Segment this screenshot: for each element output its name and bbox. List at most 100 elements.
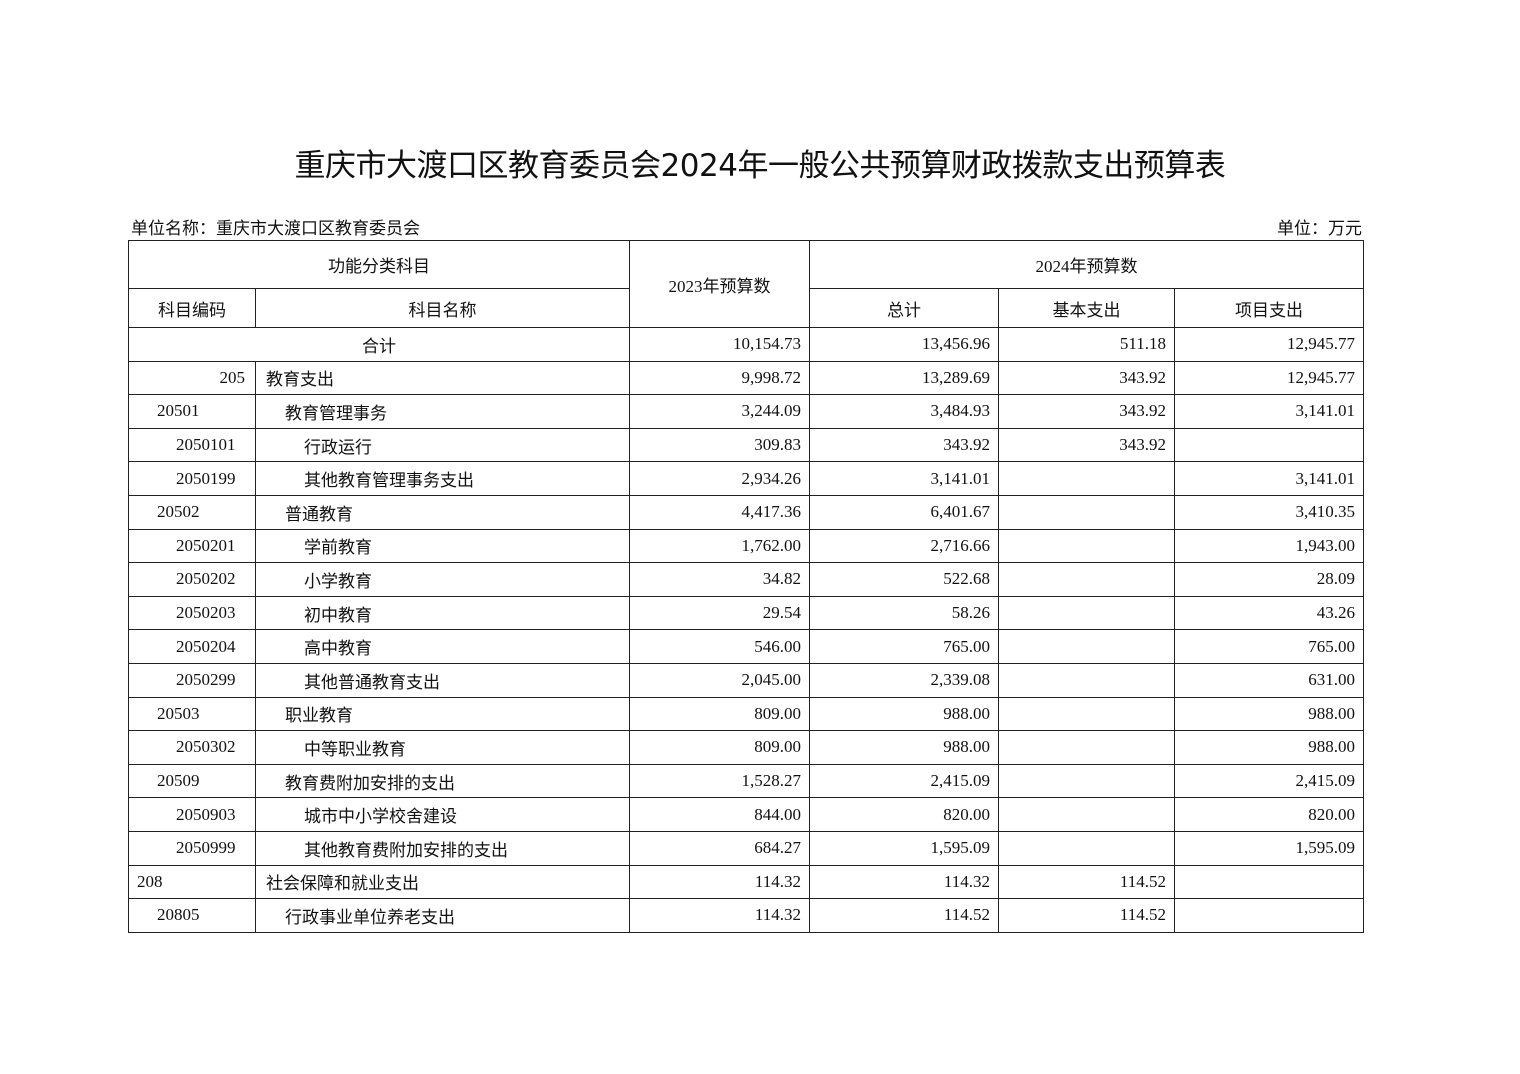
cell-2023: 9,998.72 <box>629 360 810 396</box>
cell-basic: 114.52 <box>998 864 1175 900</box>
cell-code: 205 <box>128 360 256 396</box>
cell-total: 3,141.01 <box>809 461 999 496</box>
cell-project <box>1174 864 1364 900</box>
cell-code: 2050201 <box>128 528 256 564</box>
cell-2023: 4,417.36 <box>629 494 810 530</box>
cell-project: 12,945.77 <box>1174 360 1364 396</box>
cell-2023: 1,528.27 <box>629 763 810 799</box>
total-total: 13,456.96 <box>809 327 999 362</box>
cell-code: 2050999 <box>128 830 256 866</box>
cell-project: 3,410.35 <box>1174 494 1364 530</box>
cell-project: 631.00 <box>1174 662 1364 698</box>
cell-2023: 29.54 <box>629 595 810 631</box>
table-row: 208 社会保障和就业支出 114.32 114.32 114.52 <box>128 864 1364 900</box>
cell-basic: 343.92 <box>998 427 1175 463</box>
cell-code: 2050302 <box>128 730 256 765</box>
cell-name: 城市中小学校舍建设 <box>255 797 630 832</box>
cell-name: 教育管理事务 <box>255 394 630 429</box>
cell-name: 高中教育 <box>255 629 630 664</box>
table-row: 2050201 学前教育 1,762.00 2,716.66 1,943.00 <box>128 528 1364 564</box>
cell-name: 其他普通教育支出 <box>255 662 630 698</box>
cell-code: 2050101 <box>128 427 256 463</box>
cell-basic <box>998 797 1175 832</box>
cell-project: 820.00 <box>1174 797 1364 832</box>
unit-name: 单位名称：重庆市大渡口区教育委员会 <box>131 219 420 238</box>
subheader-row: 科目编码 科目名称 总计 基本支出 项目支出 <box>128 288 1364 328</box>
cell-2023: 2,045.00 <box>629 662 810 698</box>
cell-name: 小学教育 <box>255 562 630 597</box>
cell-basic: 343.92 <box>998 394 1175 429</box>
cell-2023: 809.00 <box>629 696 810 732</box>
cell-2023: 2,934.26 <box>629 461 810 496</box>
cell-2023: 114.32 <box>629 898 810 933</box>
cell-total: 114.52 <box>809 898 999 933</box>
table-row: 2050302 中等职业教育 809.00 988.00 988.00 <box>128 730 1364 765</box>
cell-name: 其他教育费附加安排的支出 <box>255 830 630 866</box>
cell-code: 2050202 <box>128 562 256 597</box>
table-row: 205 教育支出 9,998.72 13,289.69 343.92 12,945.77 <box>128 360 1364 396</box>
cell-total: 820.00 <box>809 797 999 832</box>
cell-project: 988.00 <box>1174 730 1364 765</box>
table-row: 2050199 其他教育管理事务支出 2,934.26 3,141.01 3,141.0… <box>128 461 1364 496</box>
cell-name: 职业教育 <box>255 696 630 732</box>
cell-name: 行政运行 <box>255 427 630 463</box>
cell-code: 2050204 <box>128 629 256 664</box>
cell-2023: 309.83 <box>629 427 810 463</box>
cell-code: 2050903 <box>128 797 256 832</box>
header-total: 总计 <box>809 288 999 328</box>
cell-code: 2050299 <box>128 662 256 698</box>
budget-table: 功能分类科目 2023年预算数 2024年预算数 科目编码 科目名称 总计 基本… <box>128 240 1364 933</box>
cell-total: 2,339.08 <box>809 662 999 698</box>
cell-basic <box>998 562 1175 597</box>
cell-total: 13,289.69 <box>809 360 999 396</box>
cell-project: 988.00 <box>1174 696 1364 732</box>
header-category: 功能分类科目 <box>128 240 630 289</box>
table-row: 20509 教育费附加安排的支出 1,528.27 2,415.09 2,415.09 <box>128 763 1364 799</box>
cell-basic <box>998 730 1175 765</box>
cell-basic <box>998 629 1175 664</box>
cell-name: 行政事业单位养老支出 <box>255 898 630 933</box>
cell-code: 208 <box>128 864 256 900</box>
cell-project: 2,415.09 <box>1174 763 1364 799</box>
table-row: 20503 职业教育 809.00 988.00 988.00 <box>128 696 1364 732</box>
header-name: 科目名称 <box>255 288 630 328</box>
cell-name: 教育支出 <box>255 360 630 396</box>
header-project: 项目支出 <box>1174 288 1364 328</box>
cell-2023: 34.82 <box>629 562 810 597</box>
table-row: 20502 普通教育 4,417.36 6,401.67 3,410.35 <box>128 494 1364 530</box>
cell-2023: 684.27 <box>629 830 810 866</box>
cell-total: 1,595.09 <box>809 830 999 866</box>
cell-code: 20502 <box>128 494 256 530</box>
cell-basic <box>998 528 1175 564</box>
cell-project: 3,141.01 <box>1174 394 1364 429</box>
cell-basic <box>998 662 1175 698</box>
total-project: 12,945.77 <box>1174 327 1364 362</box>
cell-code: 2050203 <box>128 595 256 631</box>
cell-total: 765.00 <box>809 629 999 664</box>
cell-total: 988.00 <box>809 696 999 732</box>
cell-project <box>1174 427 1364 463</box>
table-row: 2050202 小学教育 34.82 522.68 28.09 <box>128 562 1364 597</box>
cell-project: 28.09 <box>1174 562 1364 597</box>
cell-project: 3,141.01 <box>1174 461 1364 496</box>
cell-code: 20501 <box>128 394 256 429</box>
cell-2023: 809.00 <box>629 730 810 765</box>
cell-basic <box>998 494 1175 530</box>
table-row: 20501 教育管理事务 3,244.09 3,484.93 343.92 3,141.0… <box>128 394 1364 429</box>
cell-2023: 3,244.09 <box>629 394 810 429</box>
cell-total: 114.32 <box>809 864 999 900</box>
cell-project: 1,595.09 <box>1174 830 1364 866</box>
cell-code: 20509 <box>128 763 256 799</box>
header-code: 科目编码 <box>128 288 256 328</box>
cell-code: 20805 <box>128 898 256 933</box>
table-row: 2050101 行政运行 309.83 343.92 343.92 <box>128 427 1364 463</box>
table-row: 2050204 高中教育 546.00 765.00 765.00 <box>128 629 1364 664</box>
cell-2023: 1,762.00 <box>629 528 810 564</box>
cell-name: 其他教育管理事务支出 <box>255 461 630 496</box>
cell-project: 1,943.00 <box>1174 528 1364 564</box>
cell-basic <box>998 830 1175 866</box>
cell-name: 初中教育 <box>255 595 630 631</box>
cell-project <box>1174 898 1364 933</box>
cell-basic: 343.92 <box>998 360 1175 396</box>
header-basic: 基本支出 <box>998 288 1175 328</box>
